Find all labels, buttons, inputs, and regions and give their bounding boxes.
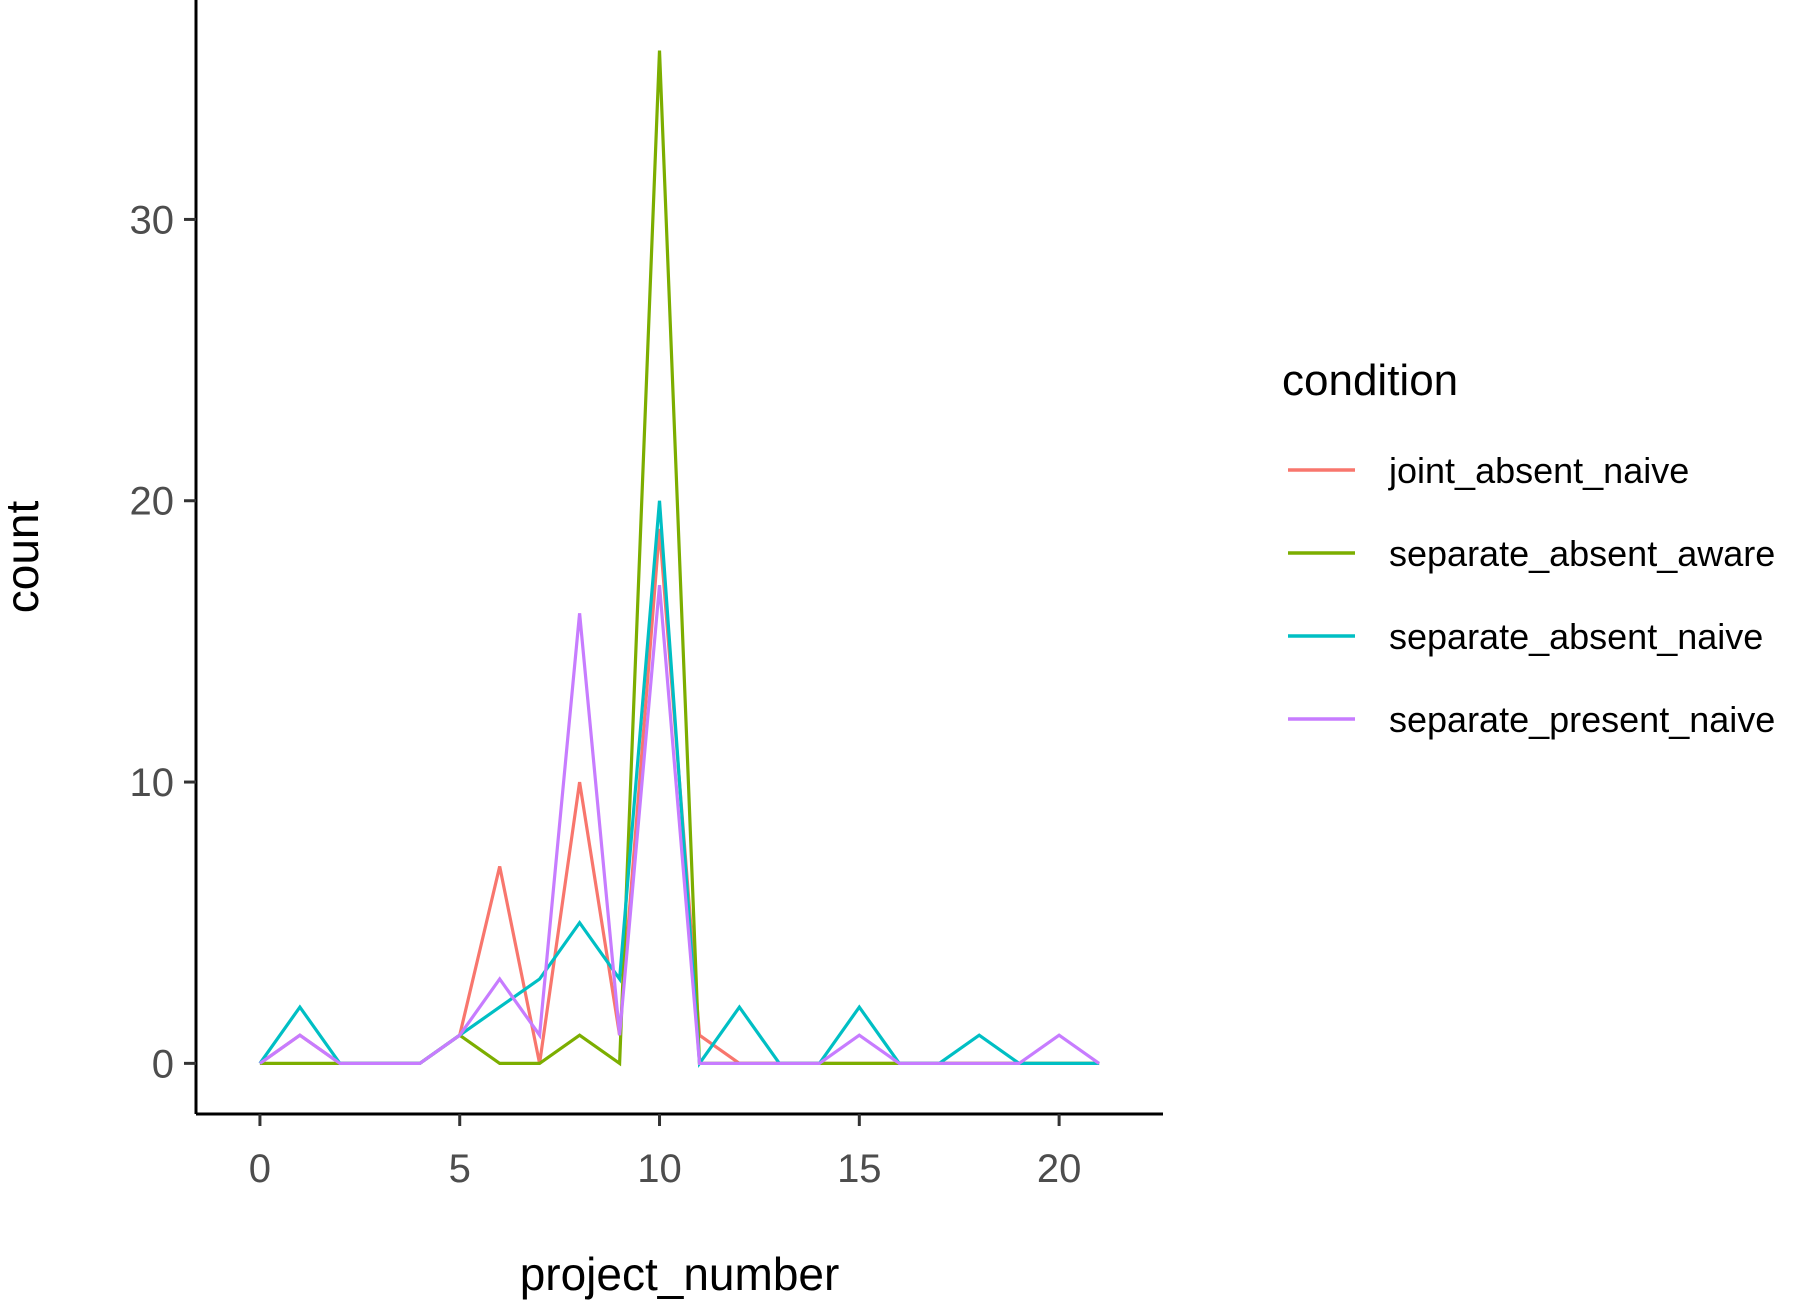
y-tick-label: 30: [130, 198, 175, 242]
y-tick-label: 10: [130, 761, 175, 805]
legend-label-separate-present-naive: separate_present_naive: [1389, 699, 1775, 740]
legend-items: joint_absent_naive separate_absent_awares…: [1288, 450, 1775, 740]
series-layer: [258, 50, 1101, 1068]
y-axis-title: count: [0, 501, 48, 614]
x-tick-label: 15: [837, 1147, 882, 1191]
x-tick-label: 10: [637, 1147, 682, 1191]
x-axis-ticks: 0 5 10 15 20: [249, 1114, 1082, 1191]
series-line-separate-absent-aware: [259, 50, 1100, 1067]
legend-label-separate-absent-aware: separate_absent_aware: [1389, 533, 1775, 574]
series-line-separate-present-naive: [258, 584, 1101, 1066]
x-tick-label: 0: [249, 1147, 271, 1191]
x-axis-title: project_number: [520, 1248, 840, 1300]
legend-label-joint-absent-naive: joint_absent_naive: [1388, 450, 1689, 491]
legend-title: condition: [1282, 356, 1458, 405]
x-tick-label: 20: [1037, 1147, 1082, 1191]
y-tick-label: 0: [152, 1042, 174, 1086]
y-tick-label: 20: [130, 480, 175, 524]
legend-label-separate-absent-naive: separate_absent_naive: [1389, 616, 1763, 657]
y-axis-ticks: 0 10 20 30: [130, 198, 196, 1086]
x-tick-label: 5: [449, 1147, 471, 1191]
legend: condition joint_absent_naive separate_abs…: [1282, 356, 1775, 740]
